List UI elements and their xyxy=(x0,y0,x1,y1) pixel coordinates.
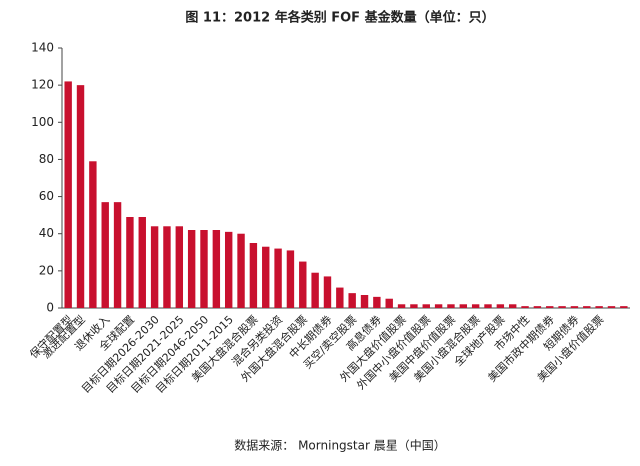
y-tick-label: 80 xyxy=(39,152,54,166)
bar xyxy=(508,304,517,308)
bar xyxy=(323,276,332,308)
bar xyxy=(484,304,492,308)
bar xyxy=(113,202,122,308)
bar xyxy=(546,306,554,308)
bar xyxy=(533,306,542,308)
bar xyxy=(348,293,356,308)
bar xyxy=(336,287,344,308)
bar xyxy=(187,230,196,308)
bar xyxy=(89,161,97,308)
bar xyxy=(496,304,505,308)
bar xyxy=(64,81,72,308)
bar xyxy=(299,261,307,308)
bar xyxy=(200,230,208,308)
bar xyxy=(126,217,134,308)
bar xyxy=(434,304,443,308)
source: 数据来源： Morningstar 晨星（中国） xyxy=(234,438,445,453)
y-tick-label: 120 xyxy=(31,78,54,92)
y-tick-label: 0 xyxy=(46,301,54,315)
bar xyxy=(397,304,406,308)
bar xyxy=(224,231,233,308)
bar xyxy=(570,306,579,308)
bar xyxy=(175,226,184,308)
bar xyxy=(249,243,258,308)
bar xyxy=(101,202,109,308)
bar xyxy=(385,298,393,308)
bar xyxy=(274,248,282,308)
bar xyxy=(212,230,221,308)
bar xyxy=(311,272,319,308)
bar xyxy=(471,304,480,308)
bar xyxy=(76,85,85,309)
bar xyxy=(459,304,468,308)
bar xyxy=(286,250,295,308)
bar xyxy=(163,226,171,308)
bar xyxy=(138,217,146,308)
y-tick-label: 40 xyxy=(39,226,54,240)
bar xyxy=(422,304,430,308)
bar xyxy=(410,304,418,308)
bar xyxy=(150,226,159,308)
y-tick-label: 140 xyxy=(31,41,54,55)
bar xyxy=(583,306,591,308)
bar xyxy=(447,304,455,308)
bar xyxy=(521,306,529,308)
bar xyxy=(558,306,566,308)
bar xyxy=(237,233,245,308)
y-tick-label: 100 xyxy=(31,115,54,129)
y-tick-label: 20 xyxy=(39,263,54,277)
bar xyxy=(262,246,270,308)
y-tick-label: 60 xyxy=(39,189,54,203)
bar xyxy=(360,295,369,308)
bar xyxy=(373,296,381,308)
bar xyxy=(620,306,628,308)
bar xyxy=(607,306,616,308)
chart-title: 图 11：2012 年各类别 FOF 基金数量（单位：只） xyxy=(185,10,494,26)
bar xyxy=(595,306,603,308)
